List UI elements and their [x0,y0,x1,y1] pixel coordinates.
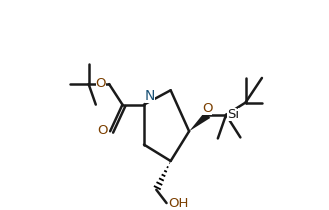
Text: O: O [202,102,213,115]
Text: N: N [145,89,155,102]
Text: Si: Si [227,108,239,121]
Polygon shape [189,112,210,131]
Text: O: O [97,124,108,137]
Text: O: O [95,77,106,90]
Text: OH: OH [168,197,189,210]
